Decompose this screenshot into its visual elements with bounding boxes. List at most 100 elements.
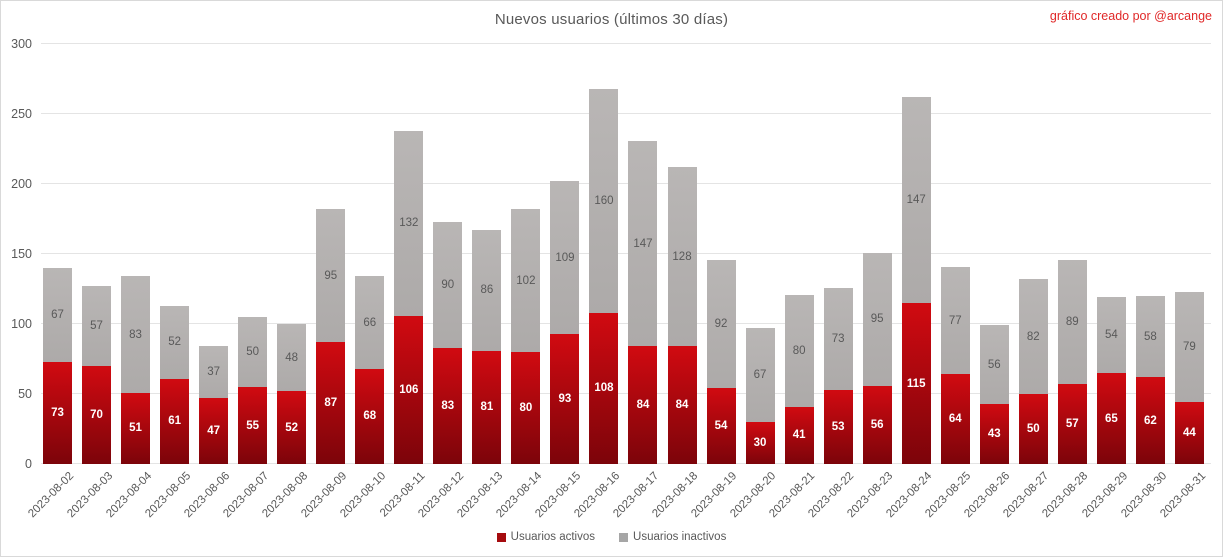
inactive-value-label: 58	[1143, 330, 1157, 343]
active-segment: 68	[355, 368, 385, 464]
active-segment: 41	[784, 406, 814, 464]
bar-2023-08-22: 73 53 2023-08-22	[807, 44, 857, 520]
active-segment: 115	[901, 303, 931, 464]
inactive-segment: 82	[1018, 279, 1048, 394]
gridline	[41, 463, 1211, 464]
inactive-value-label: 89	[1065, 315, 1079, 328]
inactive-segment: 160	[589, 88, 619, 313]
inactive-value-label: 73	[831, 332, 845, 345]
y-axis-tick-label: 250	[11, 107, 32, 121]
inactive-value-label: 95	[870, 313, 884, 326]
gridline	[41, 253, 1211, 254]
legend: Usuarios activos Usuarios inactivos	[1, 531, 1222, 543]
active-segment: 43	[979, 403, 1009, 464]
inactive-value-label: 128	[672, 250, 692, 263]
inactive-segment: 147	[901, 97, 931, 303]
bar-2023-08-05: 52 61 2023-08-05	[143, 44, 193, 520]
inactive-value-label: 86	[480, 284, 494, 297]
active-value-label: 84	[636, 399, 650, 412]
inactive-value-label: 77	[948, 314, 962, 327]
inactive-value-label: 109	[555, 251, 575, 264]
inactive-value-label: 67	[753, 369, 767, 382]
inactive-value-label: 50	[246, 346, 260, 358]
inactive-segment: 58	[1135, 296, 1165, 378]
inactive-segment: 37	[199, 346, 229, 399]
inactive-segment: 147	[628, 140, 658, 347]
legend-marker	[619, 532, 629, 542]
inactive-value-label: 95	[324, 269, 338, 282]
inactive-value-label: 48	[285, 351, 299, 364]
inactive-segment: 95	[862, 252, 892, 386]
bar-2023-08-14: 102 80 2023-08-14	[494, 44, 544, 520]
active-value-label: 43	[987, 427, 1001, 440]
active-segment: 64	[940, 374, 970, 464]
active-value-label: 61	[168, 415, 181, 428]
inactive-value-label: 79	[1183, 341, 1196, 354]
legend-marker	[496, 532, 506, 542]
inactive-segment: 83	[121, 276, 151, 393]
bar-2023-08-18: 128 84 2023-08-18	[650, 44, 700, 520]
inactive-value-label: 80	[792, 344, 806, 357]
active-segment: 55	[238, 387, 268, 464]
inactive-value-label: 147	[633, 237, 653, 250]
legend-item-usuarios-inactivos: Usuarios inactivos	[619, 531, 726, 543]
bar-2023-08-28: 89 57 2023-08-28	[1041, 44, 1091, 520]
active-value-label: 55	[246, 419, 260, 432]
active-segment: 61	[160, 378, 190, 464]
active-segment: 83	[433, 347, 463, 464]
bar-2023-08-25: 77 64 2023-08-25	[924, 44, 974, 520]
inactive-segment: 67	[43, 268, 72, 362]
active-segment: 65	[1096, 373, 1126, 464]
inactive-value-label: 56	[987, 358, 1001, 371]
gridline	[41, 183, 1211, 184]
bar-2023-08-06: 37 47 2023-08-06	[182, 44, 232, 520]
active-value-label: 68	[363, 410, 377, 423]
active-value-label: 57	[1065, 418, 1079, 431]
bar-2023-08-27: 82 50 2023-08-27	[1002, 44, 1052, 520]
inactive-segment: 90	[433, 221, 463, 348]
inactive-segment: 109	[550, 181, 580, 334]
active-value-label: 87	[324, 397, 338, 410]
legend-label: Usuarios activos	[510, 531, 596, 543]
bar-2023-08-12: 90 83 2023-08-12	[416, 44, 466, 520]
bar-2023-08-08: 48 52 2023-08-08	[260, 44, 310, 520]
inactive-value-label: 52	[168, 336, 181, 349]
inactive-value-label: 67	[51, 308, 64, 321]
inactive-segment: 54	[1096, 297, 1126, 373]
active-segment: 80	[511, 352, 541, 464]
y-axis-tick-label: 300	[11, 37, 32, 51]
plot-area: 0 50 100 150 200 250 300 67 73 2023-08-02 57 70 202…	[11, 37, 1211, 520]
active-value-label: 108	[594, 382, 614, 395]
active-value-label: 80	[519, 402, 533, 414]
active-value-label: 62	[1143, 414, 1157, 427]
bar-2023-08-10: 66 68 2023-08-10	[338, 44, 388, 520]
active-segment: 73	[43, 361, 72, 464]
credit-text: gráfico creado por @arcange	[1049, 9, 1212, 23]
bar-2023-08-02: 67 73 2023-08-02	[26, 44, 76, 520]
active-value-label: 52	[285, 421, 299, 434]
inactive-segment: 102	[511, 209, 541, 352]
gridline	[41, 43, 1211, 44]
gridline	[41, 393, 1211, 394]
active-value-label: 93	[558, 392, 572, 405]
gridline	[41, 323, 1211, 324]
bar-2023-08-30: 58 62 2023-08-30	[1119, 44, 1169, 520]
inactive-segment: 50	[238, 317, 268, 387]
y-axis-tick-label: 50	[18, 387, 32, 401]
inactive-segment: 77	[940, 266, 970, 375]
active-value-label: 56	[870, 418, 884, 431]
bar-2023-08-21: 80 41 2023-08-21	[767, 44, 818, 520]
active-segment: 106	[394, 315, 424, 464]
active-segment: 47	[199, 398, 229, 464]
bar-2023-08-15: 109 93 2023-08-15	[533, 44, 583, 520]
y-axis-tick-label: 100	[11, 317, 32, 331]
bar-2023-08-20: 67 30 2023-08-20	[728, 44, 779, 520]
active-segment: 53	[823, 389, 853, 464]
active-segment: 87	[316, 342, 346, 464]
y-axis-tick-label: 200	[11, 177, 32, 191]
legend-item-usuarios-activos: Usuarios activos	[496, 531, 596, 543]
inactive-segment: 56	[979, 325, 1009, 404]
inactive-segment: 92	[706, 259, 736, 389]
inactive-segment: 73	[823, 287, 853, 390]
active-value-label: 115	[906, 377, 926, 390]
